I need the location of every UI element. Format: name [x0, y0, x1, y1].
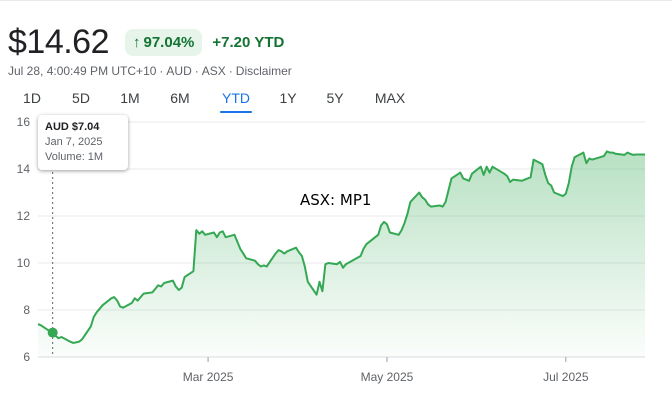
- tab-max[interactable]: MAX: [374, 90, 406, 106]
- quote-timestamp: Jul 28, 4:00:49 PM UTC+10: [8, 64, 157, 78]
- tab-1m[interactable]: 1M: [120, 90, 140, 106]
- change-value: +7.20: [212, 33, 251, 51]
- x-tick-label: Jul 2025: [543, 370, 589, 384]
- y-tick-label: 14: [17, 162, 31, 176]
- top-divider: [0, 0, 672, 1]
- y-tick-label: 8: [23, 303, 30, 317]
- x-tick-label: Mar 2025: [183, 370, 234, 384]
- price-line: [37, 150, 645, 344]
- tooltip-volume: Volume: 1M: [45, 151, 104, 163]
- tab-ytd[interactable]: YTD: [220, 86, 252, 114]
- y-tick-label: 12: [17, 209, 31, 223]
- tab-5d[interactable]: 5D: [72, 90, 90, 106]
- quote-header: $14.62 ↑ 97.04% +7.20 YTD: [8, 22, 284, 62]
- current-price: $14.62: [8, 22, 110, 61]
- quote-currency: AUD: [166, 64, 192, 78]
- meta-separator: ·: [228, 64, 233, 78]
- quote-exchange: ASX: [201, 64, 226, 78]
- change-period: YTD: [254, 33, 285, 51]
- meta-separator: ·: [194, 64, 199, 78]
- tab-5y[interactable]: 5Y: [326, 90, 344, 106]
- disclaimer-link[interactable]: Disclaimer: [235, 64, 292, 78]
- tooltip-date: Jan 7, 2025: [45, 136, 103, 148]
- tab-1y[interactable]: 1Y: [279, 90, 297, 106]
- change-value-group: +7.20 YTD: [212, 34, 284, 51]
- tooltip-currency: AUD: [45, 121, 69, 133]
- tooltip-value-row: AUD $7.04: [45, 120, 121, 135]
- x-tick-label: May 2025: [361, 370, 414, 384]
- y-tick-label: 16: [17, 115, 31, 129]
- chart-tooltip: AUD $7.04 Jan 7, 2025 Volume: 1M: [38, 115, 128, 170]
- tab-6m[interactable]: 6M: [170, 90, 190, 106]
- hover-point: [47, 327, 58, 338]
- chart-annotation: ASX: MP1: [300, 191, 371, 209]
- meta-separator: ·: [159, 64, 164, 78]
- change-percent-badge: ↑ 97.04%: [125, 28, 203, 56]
- quote-meta: Jul 28, 4:00:49 PM UTC+10 · AUD · ASX · Discla…: [8, 64, 292, 78]
- y-tick-label: 6: [23, 350, 30, 364]
- change-percent: 97.04%: [143, 33, 195, 51]
- arrow-up-icon: ↑: [133, 33, 141, 51]
- y-tick-label: 10: [17, 256, 31, 270]
- tab-1d[interactable]: 1D: [23, 90, 41, 106]
- price-area: [38, 151, 645, 357]
- tooltip-value: $7.04: [71, 121, 100, 133]
